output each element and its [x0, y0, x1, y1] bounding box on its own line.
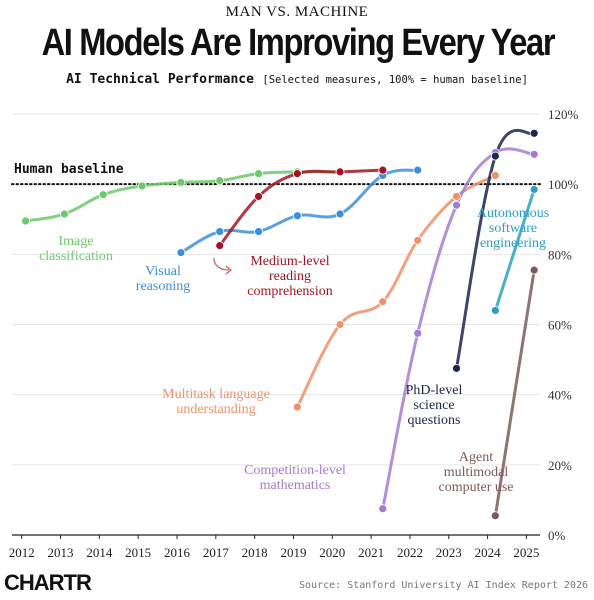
series-label: Visual reasoning — [136, 264, 190, 294]
y-tick-label: 100% — [548, 177, 579, 192]
data-point — [292, 211, 302, 221]
x-tick-label: 2023 — [436, 545, 462, 560]
data-point — [215, 241, 225, 250]
x-tick-label: 2015 — [125, 545, 151, 560]
series-label: PhD-level science questions — [406, 383, 463, 428]
chart-subtitle-note: [Selected measures, 100% = human baselin… — [262, 74, 528, 86]
data-point — [413, 328, 423, 338]
data-point — [452, 363, 461, 373]
series-label: Multitask language understanding — [162, 387, 270, 417]
data-point — [490, 151, 500, 161]
series-label-line: Image — [59, 234, 94, 249]
series-label: Autonomous software engineering — [477, 206, 549, 251]
data-point — [335, 167, 345, 177]
data-point — [490, 306, 500, 315]
series-label-line: reasoning — [136, 279, 190, 294]
series-line — [493, 268, 536, 518]
series-label-line: software — [489, 221, 537, 236]
data-point — [335, 320, 345, 329]
x-tick-label: 2018 — [242, 545, 268, 560]
series-label-line: mathematics — [260, 478, 331, 493]
data-point — [490, 170, 500, 180]
data-point — [529, 149, 539, 159]
data-point — [176, 178, 186, 187]
series-label-line: classification — [39, 249, 113, 264]
data-point — [452, 200, 461, 210]
series-label: Competition-level mathematics — [244, 463, 346, 493]
series-line — [455, 128, 536, 370]
data-point — [292, 169, 302, 179]
x-tick-label: 2013 — [48, 545, 74, 560]
data-point — [215, 176, 225, 186]
x-tick-label: 2017 — [203, 545, 230, 560]
chartr-logo: CHARTR — [4, 570, 92, 595]
data-point — [378, 165, 388, 175]
data-point — [137, 181, 147, 191]
series-line — [493, 187, 536, 312]
x-tick-label: 2021 — [358, 545, 384, 560]
y-tick-label: 60% — [548, 318, 572, 333]
series-label-line: multimodal — [444, 465, 509, 480]
series-label-line: comprehension — [247, 284, 333, 299]
y-tick-label: 40% — [548, 388, 572, 403]
data-point — [215, 227, 225, 236]
series-label: Agent multimodal computer use — [438, 450, 513, 495]
data-point — [254, 169, 263, 179]
y-tick-label: 20% — [548, 458, 572, 473]
x-tick-label: 2012 — [9, 545, 35, 560]
data-point — [452, 192, 461, 201]
x-tick-label: 2025 — [513, 545, 539, 560]
series-label-line: Multitask language — [162, 387, 270, 402]
series-line — [218, 168, 385, 248]
x-tick-label: 2022 — [397, 545, 423, 560]
label-arrow — [213, 257, 230, 271]
series-label-line: reading — [269, 269, 311, 284]
data-point — [529, 265, 539, 275]
y-tick-label: 120% — [548, 107, 579, 122]
x-tick-label: 2014 — [86, 545, 113, 560]
data-point — [529, 185, 539, 194]
source-note: Source: Stanford University AI Index Rep… — [299, 580, 588, 591]
data-point — [254, 227, 263, 236]
data-point — [413, 235, 423, 245]
data-point — [176, 248, 186, 257]
data-point — [98, 190, 108, 200]
human-baseline-label: Human baseline — [14, 162, 124, 177]
x-tick-label: 2024 — [475, 545, 502, 560]
data-point — [60, 209, 69, 219]
data-point — [490, 511, 500, 521]
chart-subtitle-row: AI Technical Performance [Selected measu… — [0, 70, 594, 88]
data-point — [378, 297, 388, 307]
data-point — [529, 128, 539, 138]
data-point — [292, 402, 302, 412]
series-label-line: Agent — [459, 450, 493, 465]
series-label-line: Competition-level — [244, 463, 346, 478]
y-tick-label: 80% — [548, 247, 572, 262]
series-label-line: understanding — [176, 402, 255, 417]
series-label-line: questions — [408, 413, 461, 428]
y-tick-label: 0% — [548, 528, 566, 543]
x-tick-label: 2019 — [280, 545, 306, 560]
chart-kicker: MAN VS. MACHINE — [225, 4, 369, 20]
series-label-line: computer use — [438, 480, 513, 495]
data-point — [378, 504, 388, 514]
series-label: Medium-level reading comprehension — [247, 254, 333, 299]
data-point — [335, 209, 345, 219]
series-label-line: Medium-level — [250, 254, 329, 269]
series-label: Image classification — [39, 234, 113, 264]
data-point — [21, 216, 30, 226]
series-label-line: PhD-level — [406, 383, 463, 398]
data-point — [413, 165, 423, 175]
series-label-line: Visual — [145, 264, 181, 279]
x-tick-label: 2016 — [164, 545, 191, 560]
data-point — [254, 192, 263, 201]
chart-subtitle: AI Technical Performance — [66, 72, 254, 87]
label-arrow-head — [225, 265, 233, 275]
series-label-line: Autonomous — [477, 206, 549, 221]
chart-title: AI Models Are Improving Every Year — [41, 22, 556, 64]
x-tick-label: 2020 — [319, 545, 345, 560]
series-label-line: science — [413, 398, 454, 413]
series-label-line: engineering — [480, 236, 546, 251]
